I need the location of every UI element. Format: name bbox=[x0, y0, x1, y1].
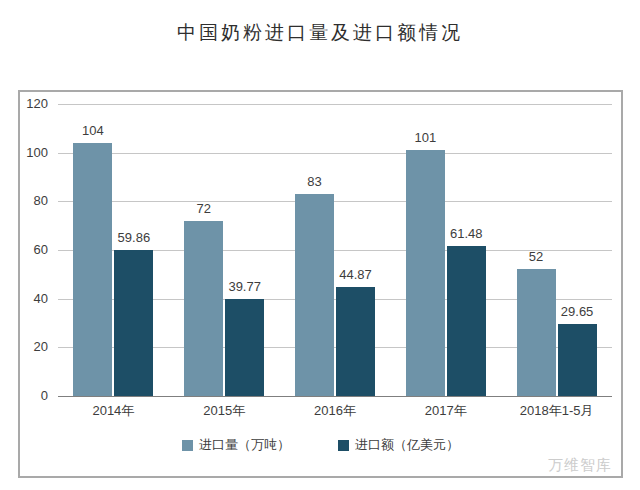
bar-import-volume bbox=[406, 150, 445, 396]
bar-value-label: 52 bbox=[500, 249, 572, 264]
chart-panel: 104 59.86 72 39.77 83 44.87 101 61.48 52 29.65 进口… bbox=[18, 90, 623, 478]
chart-title: 中国奶粉进口量及进口额情况 bbox=[0, 20, 640, 46]
bar-value-label: 61.48 bbox=[430, 226, 502, 241]
y-axis-label: 40 bbox=[20, 291, 48, 307]
legend-item-import-value: 进口额（亿美元） bbox=[338, 436, 459, 454]
legend: 进口量（万吨） 进口额（亿美元） bbox=[20, 436, 621, 454]
bar-value-label: 39.77 bbox=[209, 279, 281, 294]
plot-area: 104 59.86 72 39.77 83 44.87 101 61.48 52 29.65 bbox=[58, 104, 612, 396]
legend-swatch-import-value bbox=[338, 440, 349, 451]
legend-item-import-volume: 进口量（万吨） bbox=[182, 436, 290, 454]
gridline bbox=[58, 153, 612, 154]
bar-import-value bbox=[225, 299, 264, 396]
legend-label-import-value: 进口额（亿美元） bbox=[355, 436, 459, 454]
bar-import-value bbox=[336, 287, 375, 396]
y-axis-label: 100 bbox=[20, 145, 48, 161]
chart-page: { "page": { "title": "中国奶粉进口量及进口额情况", "w… bbox=[0, 0, 640, 490]
bar-import-volume bbox=[295, 194, 334, 396]
x-axis-label: 2016年 bbox=[280, 402, 390, 420]
bar-value-label: 72 bbox=[168, 201, 240, 216]
x-axis-label: 2015年 bbox=[169, 402, 279, 420]
bar-import-value bbox=[558, 324, 597, 396]
bar-value-label: 83 bbox=[279, 174, 351, 189]
bar-value-label: 44.87 bbox=[320, 267, 392, 282]
legend-label-import-volume: 进口量（万吨） bbox=[199, 436, 290, 454]
y-axis-label: 120 bbox=[20, 96, 48, 112]
bar-import-volume bbox=[517, 269, 556, 396]
watermark: 万维智库 bbox=[548, 456, 612, 475]
bar-import-volume bbox=[73, 143, 112, 396]
y-axis-label: 0 bbox=[20, 388, 48, 404]
bar-import-value bbox=[447, 246, 486, 396]
bar-import-value bbox=[114, 250, 153, 396]
bar-value-label: 59.86 bbox=[98, 230, 170, 245]
y-axis-label: 60 bbox=[20, 242, 48, 258]
x-axis-label: 2017年 bbox=[391, 402, 501, 420]
legend-swatch-import-volume bbox=[182, 440, 193, 451]
bar-import-volume bbox=[184, 221, 223, 396]
bar-value-label: 101 bbox=[389, 130, 461, 145]
bar-value-label: 29.65 bbox=[541, 304, 613, 319]
y-axis-label: 80 bbox=[20, 193, 48, 209]
x-axis-label: 2018年1-5月 bbox=[502, 402, 612, 420]
gridline bbox=[58, 201, 612, 202]
y-axis-label: 20 bbox=[20, 339, 48, 355]
bar-value-label: 104 bbox=[57, 123, 129, 138]
gridline bbox=[58, 104, 612, 105]
x-axis-line bbox=[58, 396, 612, 397]
x-axis-label: 2014年 bbox=[58, 402, 168, 420]
